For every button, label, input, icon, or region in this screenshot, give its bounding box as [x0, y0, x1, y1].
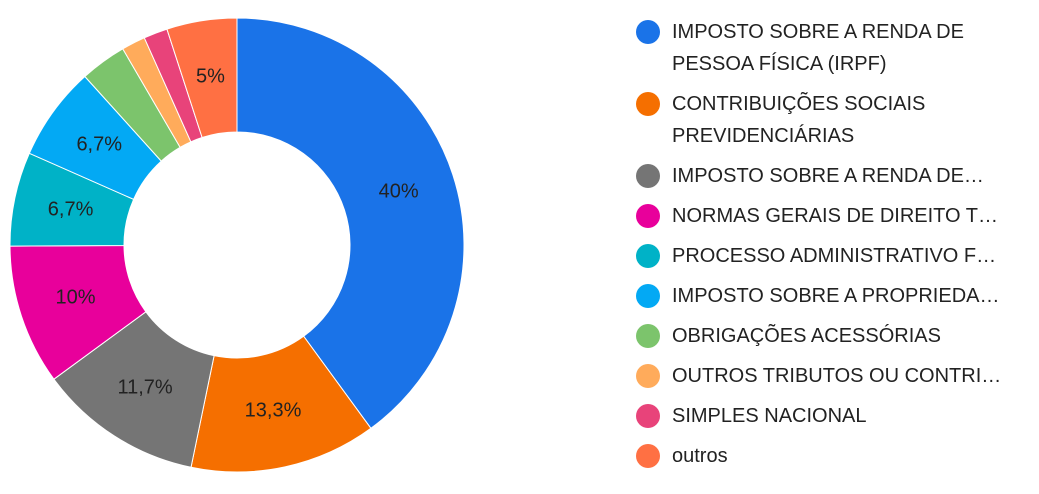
legend-swatch: [636, 204, 660, 228]
legend-swatch: [636, 284, 660, 308]
legend-swatch: [636, 404, 660, 428]
legend-label: IMPOSTO SOBRE A RENDA DE…: [672, 165, 984, 187]
slice-label: 11,7%: [117, 376, 172, 398]
legend-item: IMPOSTO SOBRE A PROPRIEDA…: [636, 280, 1036, 312]
legend-item: IMPOSTO SOBRE A RENDA DE PESSOA FÍSICA (…: [636, 16, 1036, 80]
legend-label: SIMPLES NACIONAL: [672, 405, 867, 427]
slice-label: 6,7%: [48, 199, 94, 221]
legend-label: PROCESSO ADMINISTRATIVO F…: [672, 245, 997, 267]
legend-item: OBRIGAÇÕES ACESSÓRIAS: [636, 320, 1036, 352]
legend-item: outros: [636, 440, 1036, 472]
slice-label: 13,3%: [245, 399, 302, 421]
legend-swatch: [636, 364, 660, 388]
legend-label: NORMAS GERAIS DE DIREITO T…: [672, 205, 998, 227]
legend-label: OBRIGAÇÕES ACESSÓRIAS: [672, 325, 941, 347]
legend-label: CONTRIBUIÇÕES SOCIAIS PREVIDENCIÁRIAS: [672, 93, 926, 147]
legend-swatch: [636, 324, 660, 348]
legend-item: CONTRIBUIÇÕES SOCIAIS PREVIDENCIÁRIAS: [636, 88, 1036, 152]
legend-swatch: [636, 20, 660, 44]
legend-item: SIMPLES NACIONAL: [636, 400, 1036, 432]
legend-swatch: [636, 164, 660, 188]
legend-item: NORMAS GERAIS DE DIREITO T…: [636, 200, 1036, 232]
legend-label: OUTROS TRIBUTOS OU CONTRI…: [672, 365, 1002, 387]
legend-item: PROCESSO ADMINISTRATIVO F…: [636, 240, 1036, 272]
slice: [166, 17, 238, 139]
legend-swatch: [636, 444, 660, 468]
slice: [236, 17, 465, 430]
legend-item: OUTROS TRIBUTOS OU CONTRI…: [636, 360, 1036, 392]
slice-label: 5%: [196, 65, 225, 87]
legend-label: outros: [672, 445, 728, 467]
legend-label: IMPOSTO SOBRE A PROPRIEDA…: [672, 285, 1000, 307]
slice-label: 6,7%: [76, 134, 122, 156]
slice-label: 40%: [379, 181, 419, 203]
donut-chart: 40% 13,3% 11,7% 10% 6,7% 6,7% 5%: [9, 17, 465, 473]
slice: [190, 335, 372, 473]
legend: IMPOSTO SOBRE A RENDA DE PESSOA FÍSICA (…: [636, 16, 1036, 480]
legend-label: IMPOSTO SOBRE A RENDA DE PESSOA FÍSICA (…: [672, 21, 964, 75]
legend-swatch: [636, 92, 660, 116]
legend-swatch: [636, 244, 660, 268]
slice-label: 10%: [56, 287, 96, 309]
legend-item: IMPOSTO SOBRE A RENDA DE…: [636, 160, 1036, 192]
